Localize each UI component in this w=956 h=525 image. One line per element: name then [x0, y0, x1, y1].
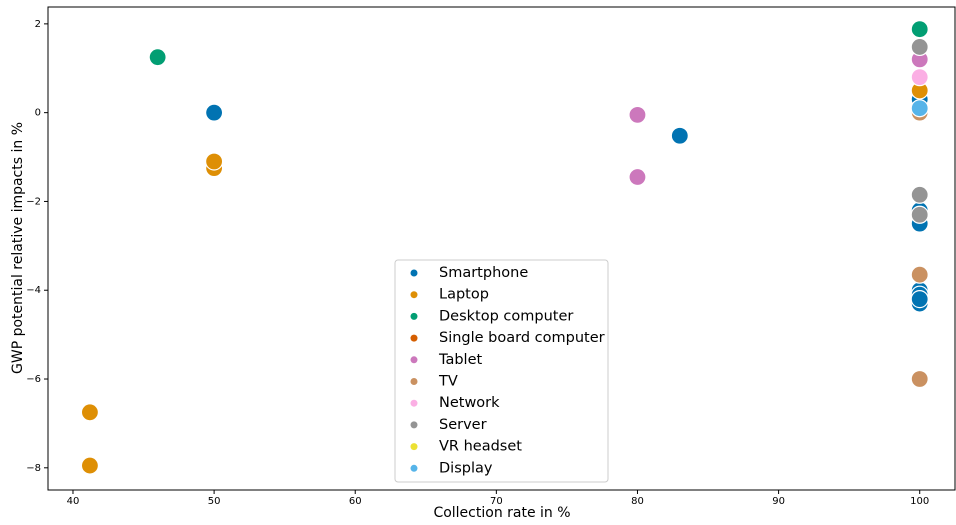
point — [628, 105, 647, 124]
legend-label: VR headset — [439, 439, 522, 455]
legend-label: Single board computer — [439, 330, 605, 346]
legend-label: Laptop — [439, 287, 489, 303]
legend-marker — [410, 312, 418, 320]
legend-marker — [410, 378, 418, 385]
legend-marker — [410, 269, 418, 277]
legend-marker — [410, 421, 418, 429]
legend-marker — [410, 443, 418, 451]
x-tick-label: 80 — [631, 496, 644, 507]
point — [910, 290, 929, 309]
legend-marker — [410, 356, 418, 364]
y-tick-label: −4 — [26, 285, 41, 296]
plot-frame — [47, 6, 956, 491]
legend-label: Smartphone — [439, 265, 528, 281]
x-tick-label: 100 — [910, 496, 929, 507]
point — [910, 99, 929, 118]
y-tick-label: 2 — [35, 19, 41, 30]
legend-marker — [410, 291, 418, 299]
legend-marker — [410, 334, 418, 342]
legend-marker — [410, 464, 418, 472]
x-tick-label: 70 — [490, 496, 503, 507]
legend-label: TV — [438, 374, 458, 390]
legend: Smartphone Laptop Desktop computer Single b… — [394, 259, 609, 483]
legend-box — [394, 259, 609, 483]
point — [910, 37, 929, 57]
legend-label: Network — [439, 395, 500, 411]
x-tick-label: 90 — [772, 496, 785, 507]
y-tick-label: 0 — [35, 108, 41, 119]
legend-label: Display — [439, 460, 493, 476]
legend-marker — [410, 399, 418, 407]
legend-label: Server — [439, 417, 487, 433]
point — [628, 167, 647, 187]
point — [205, 103, 224, 122]
x-tick-label: 60 — [349, 496, 362, 507]
point — [670, 126, 689, 145]
point — [910, 185, 929, 204]
x-tick-label: 50 — [208, 496, 221, 507]
y-tick-label: −2 — [26, 196, 41, 207]
y-axis-label: GWP potential relative impacts in % — [10, 122, 26, 374]
point — [910, 68, 929, 87]
y-tick-label: −8 — [26, 463, 41, 474]
point — [80, 456, 100, 475]
y-tick-label: −6 — [26, 374, 41, 385]
legend-label: Desktop computer — [439, 308, 573, 324]
point — [205, 152, 224, 171]
point — [910, 369, 929, 389]
point — [80, 403, 100, 422]
point — [910, 20, 929, 39]
point — [148, 48, 167, 67]
x-tick-label: 40 — [67, 496, 80, 507]
legend-label: Tablet — [438, 352, 482, 368]
point — [910, 205, 929, 224]
point — [910, 265, 929, 284]
x-axis-label: Collection rate in % — [433, 505, 570, 521]
